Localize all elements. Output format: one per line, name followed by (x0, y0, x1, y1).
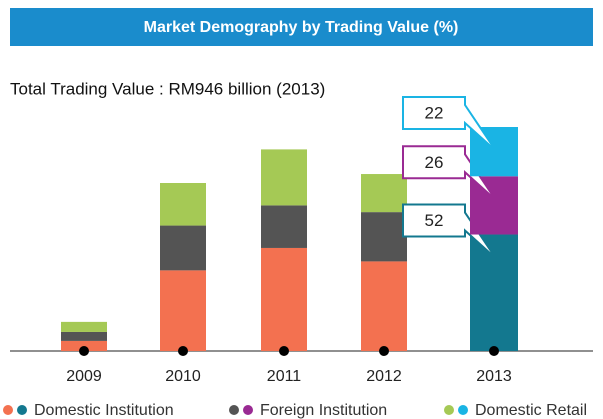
x-tick-label: 2012 (366, 368, 402, 385)
legend-swatch (458, 405, 468, 415)
bar-segment (470, 234, 518, 351)
legend-label: Foreign Institution (260, 402, 387, 419)
bar-segment (160, 183, 206, 226)
legend-label: Domestic Institution (34, 402, 174, 419)
data-label: 22 (425, 103, 444, 122)
bar-segment (61, 321, 107, 332)
callout-box (402, 203, 497, 260)
legend-swatch (243, 405, 253, 415)
bar-segment (61, 340, 107, 351)
callout-box (402, 96, 497, 152)
legend-swatch (17, 405, 27, 415)
chart-title: Market Demography by Trading Value (%) (144, 19, 459, 36)
axis-dot (489, 346, 499, 356)
data-label: 52 (425, 211, 444, 230)
title-banner (10, 8, 593, 46)
bar-segment (160, 270, 206, 351)
bar-segment (361, 174, 407, 213)
bar-segment (61, 331, 107, 341)
bar-segment (261, 205, 307, 248)
x-tick-label: 2013 (476, 368, 512, 385)
bar-segment (261, 247, 307, 351)
axis-dot (79, 346, 89, 356)
bar-segment (361, 212, 407, 262)
legend-swatch (3, 405, 13, 415)
chart-subtitle: Total Trading Value : RM946 billion (201… (10, 79, 325, 98)
bar-segment (361, 261, 407, 351)
bar-segment (160, 225, 206, 271)
bar-segment (470, 176, 518, 235)
axis-dot (178, 346, 188, 356)
axis-dot (379, 346, 389, 356)
legend-swatch (229, 405, 239, 415)
bar-segment (261, 149, 307, 206)
legend-label: Domestic Retail (475, 402, 587, 419)
callout-box (402, 145, 497, 202)
data-label: 26 (425, 153, 444, 172)
x-tick-label: 2011 (267, 368, 302, 385)
x-tick-label: 2010 (165, 368, 201, 385)
x-tick-label: 2009 (66, 368, 102, 385)
axis-dot (279, 346, 289, 356)
legend-swatch (444, 405, 454, 415)
